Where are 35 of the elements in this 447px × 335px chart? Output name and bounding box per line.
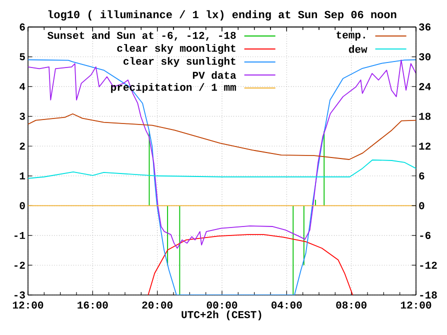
y-tick-label: 4 <box>20 83 26 90</box>
y2-tick-label: -18 <box>420 291 437 299</box>
legend-label: dew <box>348 45 368 53</box>
x-tick-label: 08:00 <box>336 302 366 309</box>
x-axis-title: UTC+2h (CEST) <box>182 310 262 320</box>
y2-tick-label: 0 <box>419 202 424 210</box>
y-tick-label: 1 <box>20 172 26 180</box>
legend-label: Sunset and Sun at -6, -12, -18 <box>48 31 236 41</box>
y2-tick-label: -6 <box>420 232 431 240</box>
legend-label: clear sky moonlight <box>117 44 236 54</box>
y2-tick-label: 18 <box>419 112 431 120</box>
y-tick-label: 0 <box>20 202 25 210</box>
legend-label: PV data <box>192 71 236 79</box>
y-tick-label: -3 <box>14 291 25 299</box>
y2-tick-label: 30 <box>419 53 431 60</box>
y-tick-label: 5 <box>20 53 25 60</box>
y-tick-label: 3 <box>20 112 25 120</box>
y2-tick-label: 12 <box>419 142 431 150</box>
y2-tick-label: 36 <box>419 23 431 31</box>
y-tick-label: 2 <box>20 142 25 150</box>
y2-tick-label: 24 <box>419 83 431 90</box>
y2-tick-label: 6 <box>419 172 424 180</box>
x-tick-label: 12:00 <box>12 302 44 309</box>
x-tick-label: 12:00 <box>400 302 432 309</box>
y2-tick-label: -12 <box>420 262 437 269</box>
y-tick-label: -2 <box>14 262 25 269</box>
x-tick-label: 00:00 <box>206 302 238 309</box>
x-tick-label: 16:00 <box>78 302 108 309</box>
y-tick-label: -1 <box>14 232 26 239</box>
legend-label: clear sky sunlight <box>124 57 236 67</box>
x-tick-label: 04:00 <box>272 302 302 309</box>
y-tick-label: 6 <box>20 23 25 31</box>
chart-title: log10 ( illuminance / 1 lx) ending at Sun Sep 06 noon <box>48 10 396 20</box>
x-tick-label: 20:00 <box>142 302 172 309</box>
legend-label: temp. <box>336 31 365 41</box>
